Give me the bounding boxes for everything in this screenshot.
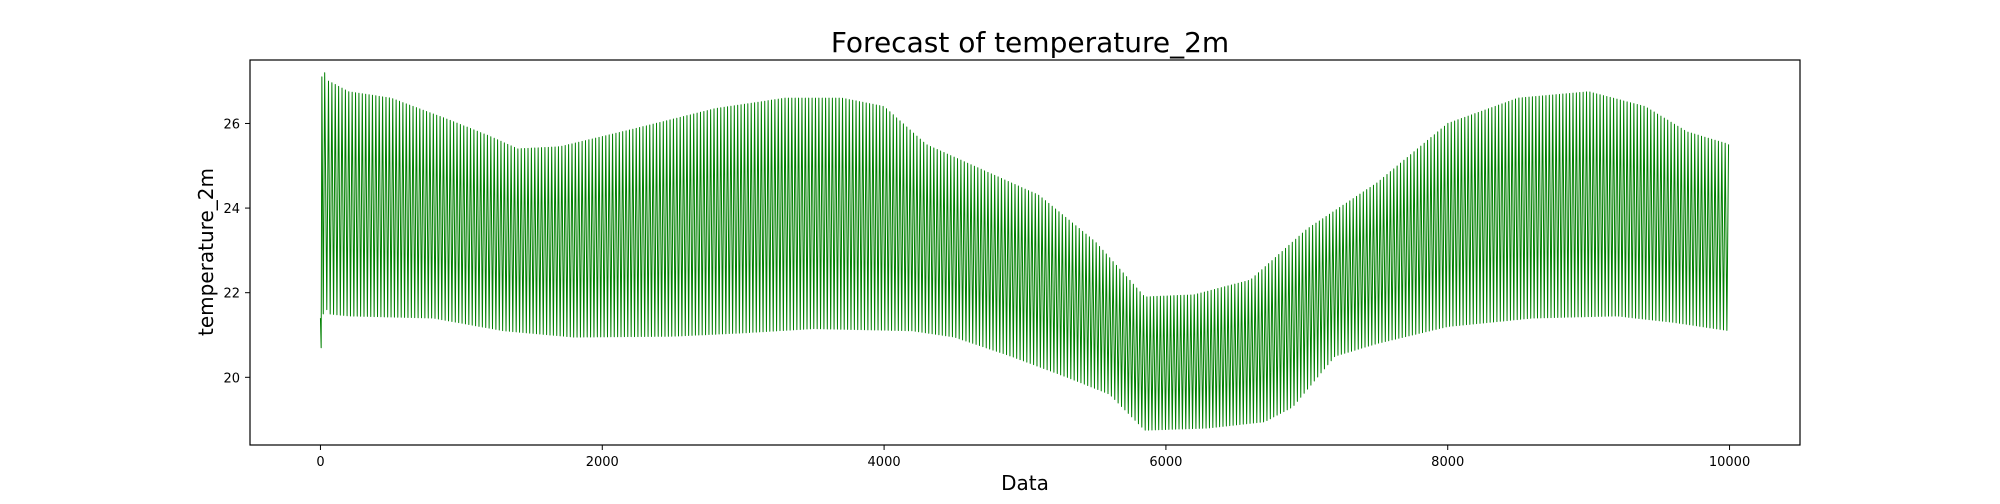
y-tick-label: 24 xyxy=(223,202,240,217)
chart-title: Forecast of temperature_2m xyxy=(831,26,1229,59)
x-tick-label: 2000 xyxy=(586,455,619,470)
y-tick-label: 26 xyxy=(223,117,240,132)
x-axis: 0 2000 4000 6000 8000 10000 xyxy=(316,445,1750,470)
y-axis-label: temperature_2m xyxy=(194,168,218,336)
x-axis-label: Data xyxy=(1001,471,1049,495)
x-tick-label: 8000 xyxy=(1431,455,1464,470)
x-tick-label: 6000 xyxy=(1149,455,1182,470)
y-axis: 20 22 24 26 xyxy=(223,117,250,386)
y-tick-label: 22 xyxy=(223,287,240,302)
x-tick-label: 10000 xyxy=(1709,455,1750,470)
series-layer xyxy=(319,72,1730,431)
x-tick-label: 4000 xyxy=(868,455,901,470)
series-line-1 xyxy=(319,72,1730,431)
y-tick-label: 20 xyxy=(223,371,240,386)
x-tick-label: 0 xyxy=(316,455,324,470)
plot-frame xyxy=(249,59,1801,446)
